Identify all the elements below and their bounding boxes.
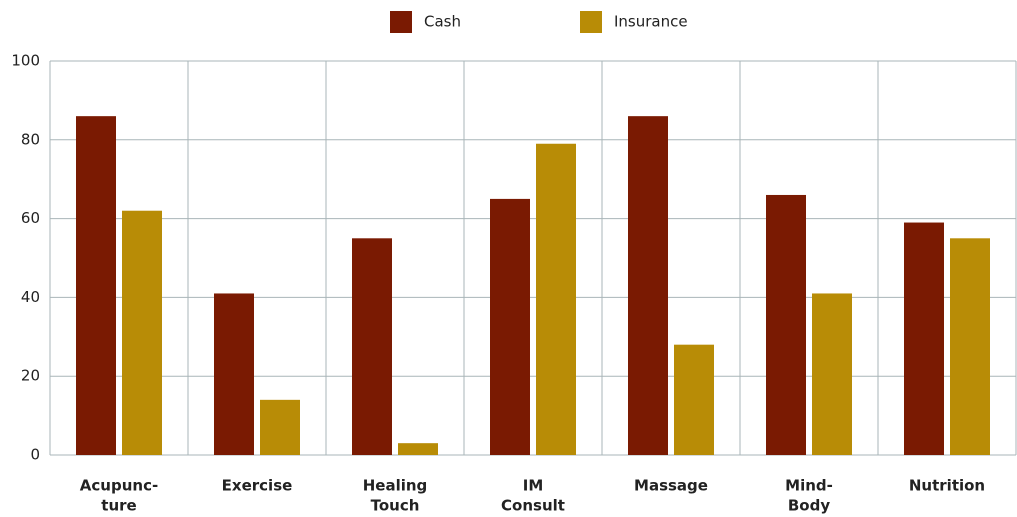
bar [812, 293, 852, 455]
legend-label: Cash [424, 13, 461, 31]
y-tick-label: 80 [21, 130, 40, 148]
bar [536, 143, 576, 456]
bar [950, 238, 990, 455]
y-tick-label: 100 [11, 52, 40, 70]
x-tick-label: Touch [371, 497, 420, 515]
bar [628, 116, 668, 455]
y-tick-label: 40 [21, 288, 40, 306]
bar [904, 222, 944, 455]
y-tick-label: 60 [21, 209, 40, 227]
legend-swatch [390, 11, 412, 33]
x-tick-label: IM [523, 477, 544, 495]
bar [122, 210, 162, 455]
bar [352, 238, 392, 455]
bar [398, 443, 438, 455]
y-tick-label: 0 [30, 446, 40, 464]
bar [214, 293, 254, 455]
bar [674, 344, 714, 455]
x-tick-label: Massage [634, 477, 708, 495]
bar [490, 198, 530, 455]
x-tick-label: Healing [363, 477, 428, 495]
legend-swatch [580, 11, 602, 33]
x-tick-label: Exercise [222, 477, 293, 495]
x-tick-label: ture [101, 497, 136, 515]
bar [766, 194, 806, 455]
legend-label: Insurance [614, 13, 688, 31]
y-tick-label: 20 [21, 367, 40, 385]
x-tick-label: Consult [501, 497, 565, 515]
x-tick-label: Mind- [785, 477, 833, 495]
x-tick-label: Body [788, 497, 830, 515]
bar [260, 399, 300, 455]
x-tick-label: Nutrition [909, 477, 985, 495]
bar [76, 116, 116, 455]
x-tick-label: Acupunc- [80, 477, 158, 495]
